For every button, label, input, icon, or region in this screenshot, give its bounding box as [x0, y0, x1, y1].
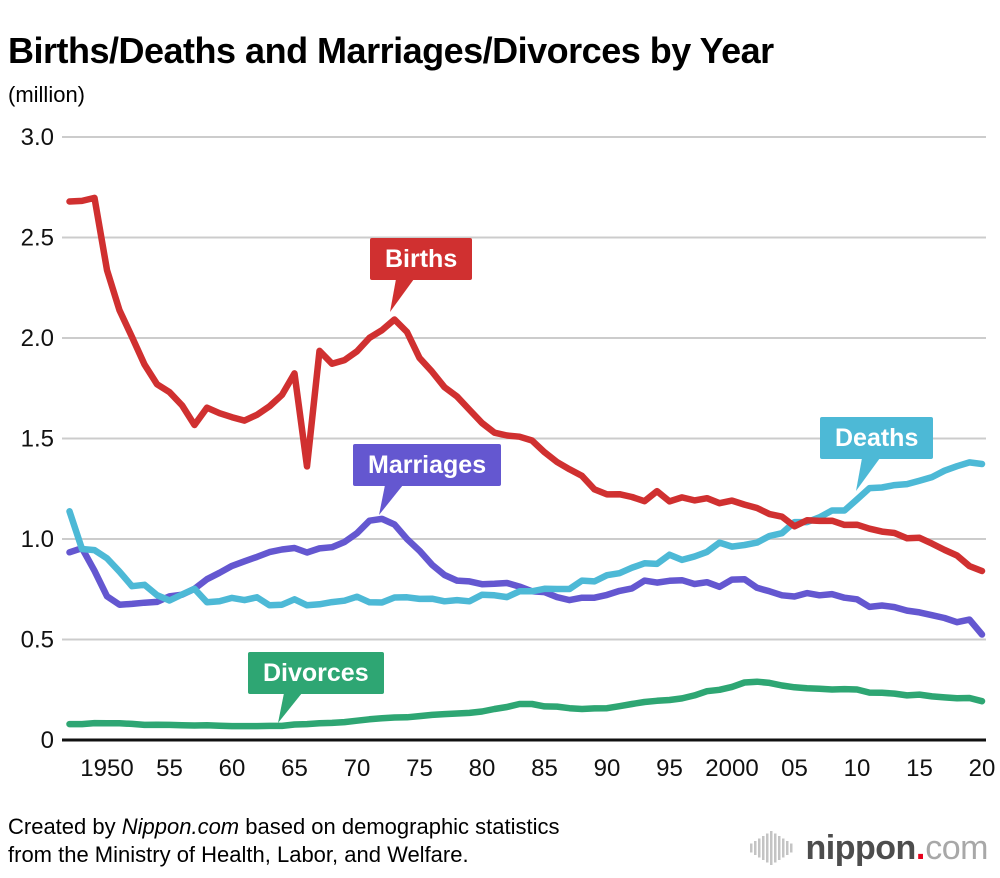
y-tick-label: 0 — [41, 727, 54, 754]
y-tick-label: 0.5 — [21, 627, 54, 654]
x-tick-label: 15 — [906, 755, 933, 782]
chart-title: Births/Deaths and Marriages/Divorces by … — [8, 30, 774, 72]
series-line-births — [66, 194, 986, 575]
source-note-line2: from the Ministry of Health, Labor, and … — [8, 842, 469, 867]
source-note-prefix: Created by — [8, 814, 122, 839]
nippon-logo: nippon. com — [749, 828, 988, 868]
x-tick-label: 85 — [531, 755, 558, 782]
nippon-logo-waveform-icon — [749, 831, 793, 865]
x-tick-label: 10 — [844, 755, 871, 782]
nippon-logo-tld: com — [925, 828, 988, 867]
y-tick-label: 2.0 — [21, 325, 54, 352]
divorces-label-text: Divorces — [263, 659, 369, 687]
y-tick-label: 1.5 — [21, 426, 54, 453]
y-tick-label: 2.5 — [21, 225, 54, 252]
nippon-logo-text: nippon — [805, 828, 917, 867]
marriages-label-text: Marriages — [368, 451, 487, 479]
x-tick-label: 60 — [219, 755, 246, 782]
nippon-logo-dot: . — [915, 828, 926, 867]
source-note-line1: Created by Nippon.com based on demograph… — [8, 813, 560, 841]
divorces-series-label: Divorces — [248, 652, 384, 723]
x-tick-label: 75 — [406, 755, 433, 782]
series-line-marriages — [66, 515, 986, 638]
unit-label: (million) — [8, 82, 85, 107]
x-tick-label: 05 — [781, 755, 808, 782]
y-tick-label: 1.0 — [21, 526, 54, 553]
y-tick-label: 3.0 — [21, 124, 54, 151]
deaths-label-text: Deaths — [835, 424, 919, 452]
source-note-suffix: based on demographic statistics — [239, 814, 560, 839]
x-tick-label: 95 — [656, 755, 683, 782]
x-tick-label: 1950 — [80, 755, 133, 782]
source-note: Created by Nippon.com based on demograph… — [8, 813, 560, 869]
x-tick-label: 90 — [594, 755, 621, 782]
births-series-label: Births — [370, 238, 473, 312]
series-line-divorces — [66, 678, 986, 730]
x-tick-label: 55 — [156, 755, 183, 782]
x-tick-label: 20 — [969, 755, 996, 782]
x-tick-label: 2000 — [705, 755, 758, 782]
marriages-series-label: Marriages — [353, 444, 502, 515]
births-label-text: Births — [385, 245, 458, 273]
x-tick-label: 70 — [344, 755, 371, 782]
x-tick-label: 80 — [469, 755, 496, 782]
x-tick-label: 65 — [281, 755, 308, 782]
series-line-deaths — [66, 459, 986, 609]
source-site-name: Nippon.com — [121, 814, 240, 839]
deaths-series-label: Deaths — [820, 417, 934, 491]
